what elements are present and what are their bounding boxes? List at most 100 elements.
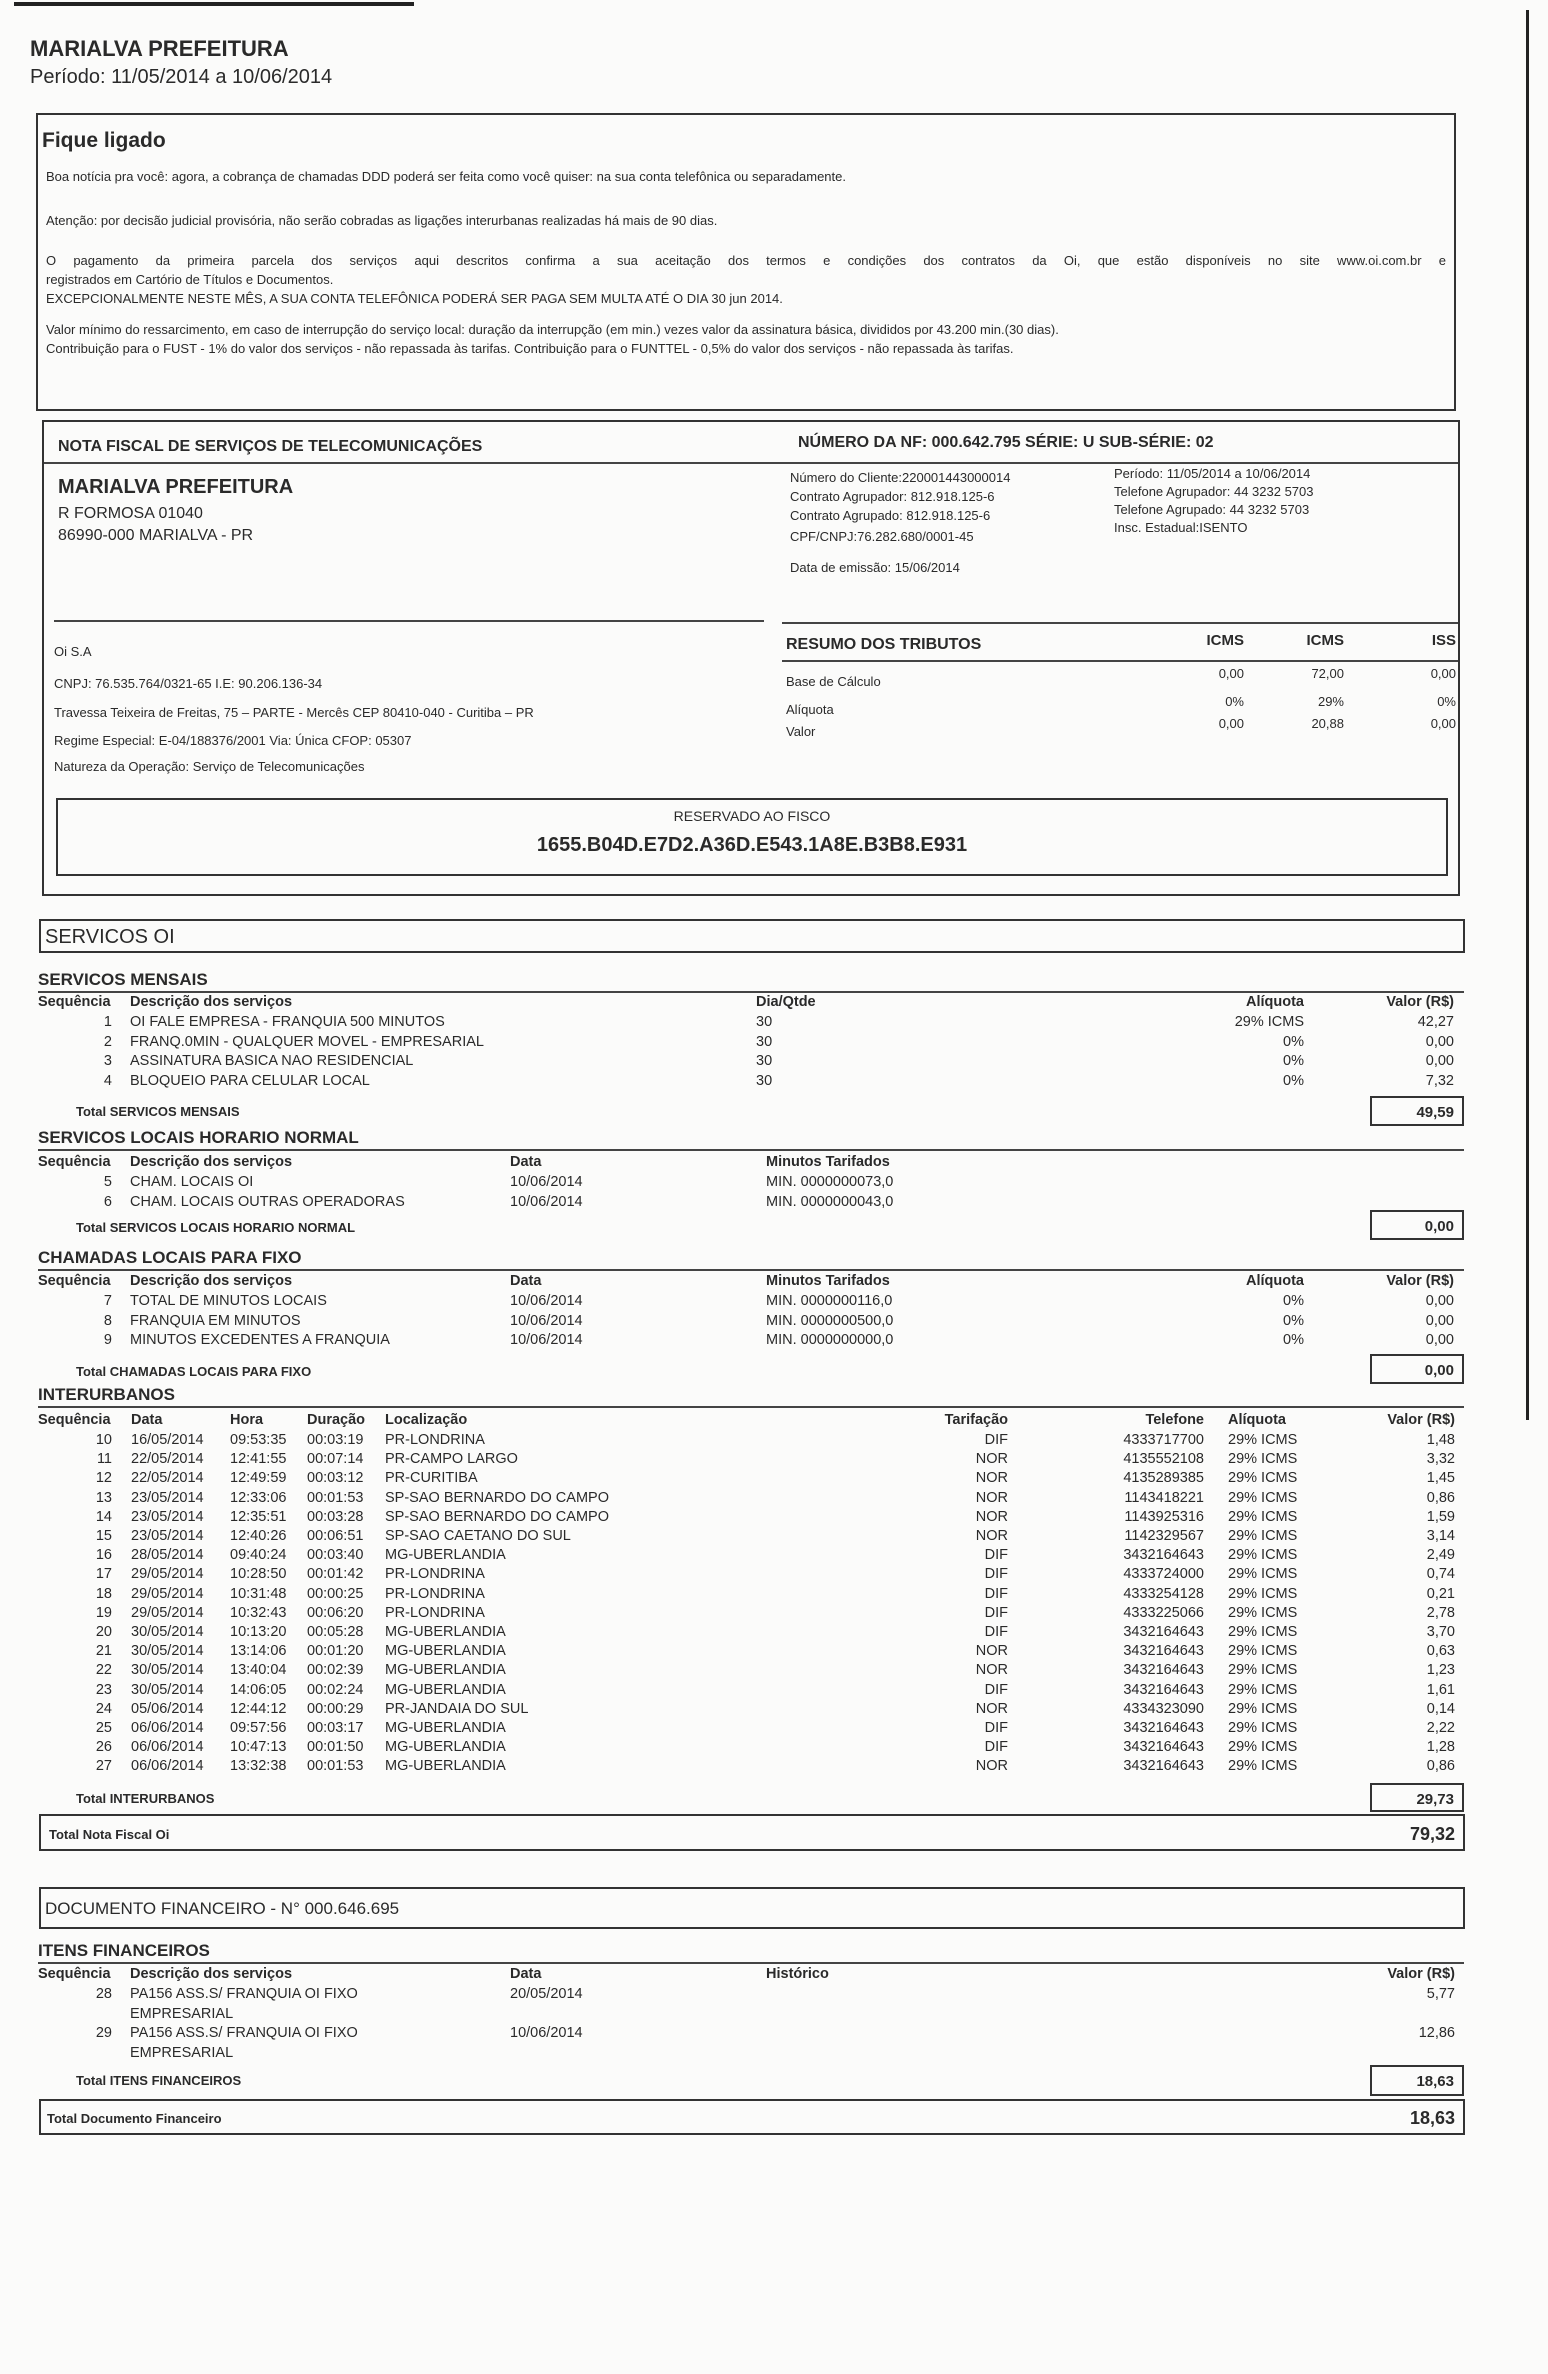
column-header-desc: Descrição dos serviços <box>130 994 293 1010</box>
table-row: 13 23/05/2014 12:33:06 00:01:53 SP-SAO BERNA… <box>0 1490 1548 1509</box>
interurbanos-total-value: 29,73 <box>1370 1783 1464 1812</box>
column-header-seq: Sequência <box>38 994 111 1010</box>
cell-valor: 2,49 <box>1426 1547 1455 1564</box>
itens-title: ITENS FINANCEIROS <box>38 1941 210 1960</box>
cell-valor: 1,28 <box>1426 1739 1455 1756</box>
cell-data: 30/05/2014 <box>131 1662 204 1679</box>
cell-seq: 14 <box>95 1508 112 1525</box>
cell-qtd: 30 <box>756 1014 773 1030</box>
cell-seq: 24 <box>95 1700 112 1717</box>
cell-tarif: DIF <box>984 1624 1008 1640</box>
divider <box>38 1269 1464 1271</box>
cell-dur: 00:02:39 <box>307 1662 364 1679</box>
mensais-total-value: 49,59 <box>1370 1096 1464 1126</box>
cell-valor: 2,78 <box>1426 1604 1455 1621</box>
cell-hora: 14:06:05 <box>230 1681 287 1698</box>
cpf-cnpj: CPF/CNPJ:76.282.680/0001-45 <box>790 529 974 544</box>
cell-tel: 4135552108 <box>1123 1451 1204 1468</box>
cell-dur: 00:03:12 <box>307 1470 364 1487</box>
cell-seq: 28 <box>95 1986 112 2002</box>
nota-fiscal-title: NOTA FISCAL DE SERVIÇOS DE TELECOMUNICAÇ… <box>58 438 483 455</box>
nf-number: NÚMERO DA NF: 000.642.795 SÉRIE: U SUB-S… <box>798 434 1214 451</box>
cell-tel: 3432164643 <box>1123 1758 1204 1775</box>
cell-tarif: NOR <box>975 1758 1008 1775</box>
cell-seq: 3 <box>103 1053 112 1070</box>
table-row: 2 FRANQ.0MIN - QUALQUER MOVEL - EMPRESARI… <box>0 1034 1548 1053</box>
cell-aliq: 29% ICMS <box>1228 1720 1298 1736</box>
cell-dur: 00:06:51 <box>307 1528 364 1544</box>
cell-valor: 0,86 <box>1426 1489 1455 1506</box>
total-nota-label: Total Nota Fiscal Oi <box>49 1827 170 1842</box>
company-cnpj: CNPJ: 76.535.764/0321-65 I.E: 90.206.136… <box>54 676 323 691</box>
cell-valor: 0,00 <box>1425 1033 1454 1050</box>
cell-seq: 23 <box>95 1681 112 1698</box>
cell-dur: 00:07:14 <box>307 1451 364 1468</box>
cell-tarif: DIF <box>984 1681 1008 1698</box>
table-row: 22 30/05/2014 13:40:04 00:02:39 MG-UBERLANDI… <box>0 1662 1548 1681</box>
notice-line: Contribuição para o FUST - 1% do valor d… <box>46 341 1014 356</box>
cell-local: MG-UBERLANDIA <box>385 1720 506 1736</box>
cell-tarif: NOR <box>975 1508 1008 1525</box>
column-header-data: Data <box>510 1154 542 1170</box>
notice-line: Atenção: por decisão judicial provisória… <box>46 213 718 228</box>
column-header-qtd: Dia/Qtde <box>756 994 816 1010</box>
cell-aliq: 29% ICMS <box>1228 1681 1298 1698</box>
column-header-aliq: Alíquota <box>1246 1273 1304 1289</box>
cell-tarif: DIF <box>984 1720 1008 1736</box>
cell-dur: 00:01:50 <box>307 1739 364 1756</box>
cell-seq: 2 <box>103 1033 112 1050</box>
table-row: 9 MINUTOS EXCEDENTES A FRANQUIA 10/06/2014… <box>0 1332 1548 1351</box>
column-header-valor: Valor (R$) <box>1386 1273 1454 1289</box>
cell-tarif: NOR <box>975 1643 1008 1660</box>
divider <box>782 622 1458 624</box>
itens-total-label: Total ITENS FINANCEIROS <box>76 2073 242 2088</box>
cell-tel: 1142329567 <box>1124 1528 1204 1544</box>
column-header-tel: Telefone <box>1145 1412 1204 1428</box>
column-header-hist: Histórico <box>766 1966 829 1982</box>
cell-hora: 10:28:50 <box>230 1566 287 1583</box>
cell-local: PR-CURITIBA <box>385 1470 478 1487</box>
total-doc-box: Total Documento Financeiro 18,63 <box>39 2099 1465 2135</box>
cell-aliq: 0% <box>1283 1053 1304 1070</box>
cell-seq: 5 <box>103 1174 112 1190</box>
servicos-oi-title: SERVICOS OI <box>45 926 175 948</box>
cell-valor: 0,21 <box>1426 1585 1455 1602</box>
table-row: 6 CHAM. LOCAIS OUTRAS OPERADORAS 10/06/201… <box>0 1194 1548 1213</box>
cell-tel: 3432164643 <box>1123 1681 1204 1698</box>
cell-seq: 11 <box>96 1451 112 1468</box>
table-row: 25 06/06/2014 09:57:56 00:03:17 MG-UBERLANDI… <box>0 1720 1548 1739</box>
cell-dur: 00:01:53 <box>307 1758 364 1775</box>
customer-name: MARIALVA PREFEITURA <box>30 36 289 61</box>
column-header-desc: Descrição dos serviços <box>130 1273 293 1289</box>
cell-valor: 0,00 <box>1425 1312 1454 1329</box>
cell-tel: 3432164643 <box>1123 1739 1204 1756</box>
cell-aliq: 29% ICMS <box>1228 1508 1298 1525</box>
contrato-agrupador: Contrato Agrupador: 812.918.125-6 <box>790 489 995 504</box>
cell-desc: FRANQUIA EM MINUTOS <box>130 1312 301 1329</box>
cell-data: 23/05/2014 <box>131 1489 204 1506</box>
cell-seq: 22 <box>95 1662 112 1679</box>
tributo-value: 0% <box>1225 694 1244 709</box>
cell-hora: 12:49:59 <box>230 1470 287 1487</box>
column-header-local: Localização <box>385 1412 468 1428</box>
cell-hora: 12:41:55 <box>230 1451 287 1468</box>
cell-desc: TOTAL DE MINUTOS LOCAIS <box>130 1293 327 1309</box>
tributo-value: 0,00 <box>1218 716 1244 731</box>
cell-local: PR-JANDAIA DO SUL <box>385 1700 529 1717</box>
column-header-aliq: Alíquota <box>1246 994 1304 1010</box>
cell-local: MG-UBERLANDIA <box>385 1662 506 1679</box>
inscricao-estadual: Insc. Estadual:ISENTO <box>1114 520 1248 535</box>
cell-data: 20/05/2014 <box>510 1986 583 2002</box>
cell-aliq: 29% ICMS <box>1228 1566 1298 1583</box>
column-header-aliq: Alíquota <box>1228 1412 1286 1428</box>
issue-date: Data de emissão: 15/06/2014 <box>790 560 960 575</box>
client-city: 86990-000 MARIALVA - PR <box>58 527 254 544</box>
cell-valor: 12,86 <box>1418 2025 1455 2041</box>
mensais-header-row: Sequência Descrição dos serviços Dia/Qtde A… <box>0 994 1548 1013</box>
cell-aliq: 0% <box>1283 1332 1304 1349</box>
servicos-oi-box: SERVICOS OI <box>39 919 1465 953</box>
cell-dur: 00:03:19 <box>307 1432 364 1448</box>
cell-seq: 10 <box>95 1432 112 1448</box>
cell-valor: 0,00 <box>1425 1293 1454 1309</box>
cell-valor: 0,86 <box>1426 1758 1455 1775</box>
